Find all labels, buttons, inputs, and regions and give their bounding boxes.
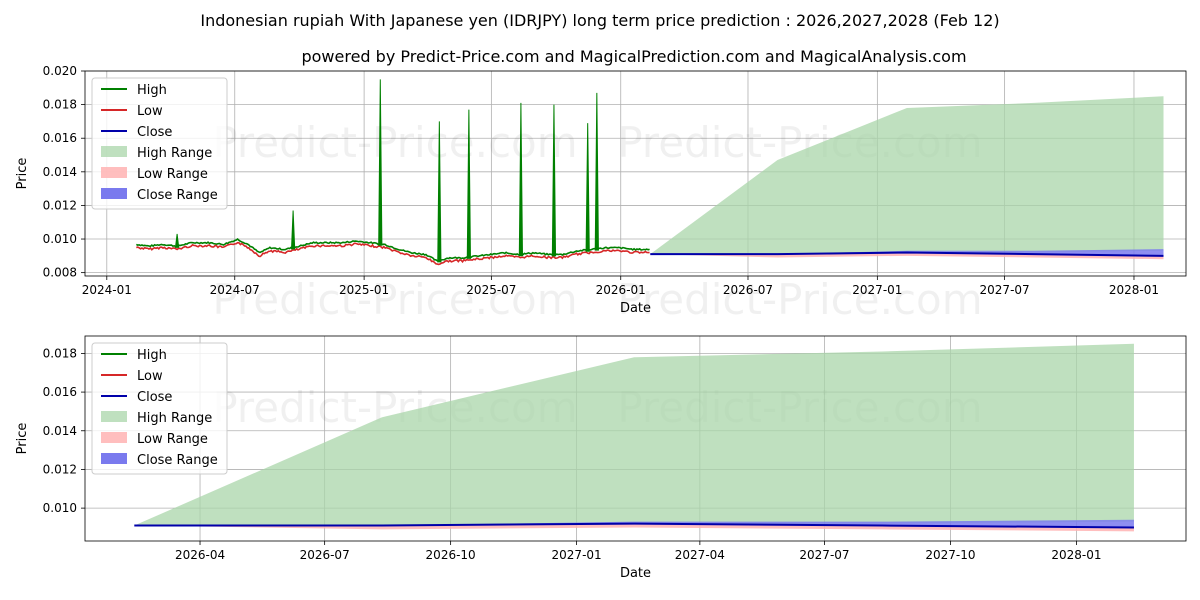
legend-swatch [101, 167, 127, 178]
panel-top: Predict-Price.com Predict-Price.com Predic… [15, 64, 1187, 324]
x-tick-label: 2027-10 [925, 548, 975, 562]
y-axis-label: Price [15, 158, 30, 190]
x-tick-label: 2028-01 [1051, 548, 1101, 562]
high-spike [437, 121, 442, 263]
x-tick-label: 2027-01 [552, 548, 602, 562]
legend-label: High [137, 83, 167, 98]
legend-label: Close Range [137, 453, 218, 468]
legend-swatch [101, 411, 127, 422]
legend: High Low Close High Range Low Range Close Ran… [91, 77, 228, 210]
legend-label: Close [137, 390, 172, 405]
watermark: Predict-Price.com [212, 118, 577, 167]
legend-label: Close Range [137, 188, 218, 203]
high-spike [466, 109, 471, 259]
x-tick-label: 2028-01 [1109, 283, 1159, 297]
x-axis-label: Date [620, 566, 651, 581]
high-range-area [650, 96, 1164, 255]
high-spike [594, 92, 599, 251]
watermark: Predict-Price.com [212, 275, 577, 324]
legend-label: High Range [137, 411, 212, 426]
x-tick-label: 2025-01 [339, 283, 389, 297]
x-axis-label: Date [620, 301, 651, 316]
legend-label: Low Range [137, 167, 208, 182]
legend-swatch [101, 432, 127, 443]
plot-area [135, 79, 1164, 266]
y-tick-label: 0.016 [43, 131, 77, 145]
axes-frame [84, 335, 1187, 542]
chart-title: Indonesian rupiah With Japanese yen (IDR… [200, 11, 999, 30]
y-tick-label: 0.012 [43, 462, 77, 476]
legend-label: Low [137, 104, 163, 119]
x-tick-label: 2026-01 [596, 283, 646, 297]
high-spike [290, 210, 296, 250]
legend-label: Low Range [137, 432, 208, 447]
high-spike [518, 102, 524, 257]
y-tick-label: 0.018 [43, 346, 77, 360]
legend-swatch [101, 188, 127, 199]
y-tick-label: 0.010 [43, 232, 77, 246]
legend-label: High Range [137, 146, 212, 161]
x-tick-label: 2026-04 [175, 548, 225, 562]
axes-frame [84, 70, 1187, 277]
y-tick-label: 0.020 [43, 64, 77, 78]
high-spike [585, 123, 590, 252]
y-tick-label: 0.008 [43, 266, 77, 280]
history-high-line [135, 238, 650, 262]
y-tick-label: 0.014 [43, 424, 77, 438]
high-spike [551, 104, 557, 257]
y-tick-label: 0.012 [43, 198, 77, 212]
high-spike [174, 233, 180, 248]
x-tick-label: 2025-07 [466, 283, 516, 297]
high-range-area [134, 343, 1134, 526]
legend-label: Low [137, 369, 163, 384]
legend-swatch [101, 146, 127, 157]
x-tick-label: 2027-01 [852, 283, 902, 297]
panel-bottom: Predict-Price.comPredict-Price.com2026-0… [15, 335, 1187, 581]
history-low-line [136, 241, 650, 266]
x-tick-label: 2027-07 [980, 283, 1030, 297]
x-tick-label: 2026-07 [723, 283, 773, 297]
y-axis-label: Price [15, 423, 30, 455]
plot-area [134, 343, 1134, 532]
x-tick-label: 2024-01 [82, 283, 132, 297]
chart-subtitle: powered by Predict-Price.com and Magical… [301, 47, 966, 66]
watermark: Predict-Price.com [617, 275, 982, 324]
legend: High Low Close High Range Low Range Close Ran… [91, 342, 228, 475]
x-tick-label: 2026-10 [426, 548, 476, 562]
high-spike [378, 79, 383, 246]
y-tick-label: 0.010 [43, 501, 77, 515]
legend-label: High [137, 348, 167, 363]
legend-label: Close [137, 125, 172, 140]
y-tick-label: 0.016 [43, 385, 77, 399]
predicted-close-line [650, 251, 1164, 257]
x-tick-label: 2027-04 [675, 548, 725, 562]
predicted-close-line [134, 522, 1134, 529]
y-tick-label: 0.018 [43, 98, 77, 112]
y-tick-label: 0.014 [43, 165, 77, 179]
x-tick-label: 2026-07 [300, 548, 350, 562]
legend-swatch [101, 453, 127, 464]
x-tick-label: 2024-07 [210, 283, 260, 297]
x-tick-label: 2027-07 [799, 548, 849, 562]
